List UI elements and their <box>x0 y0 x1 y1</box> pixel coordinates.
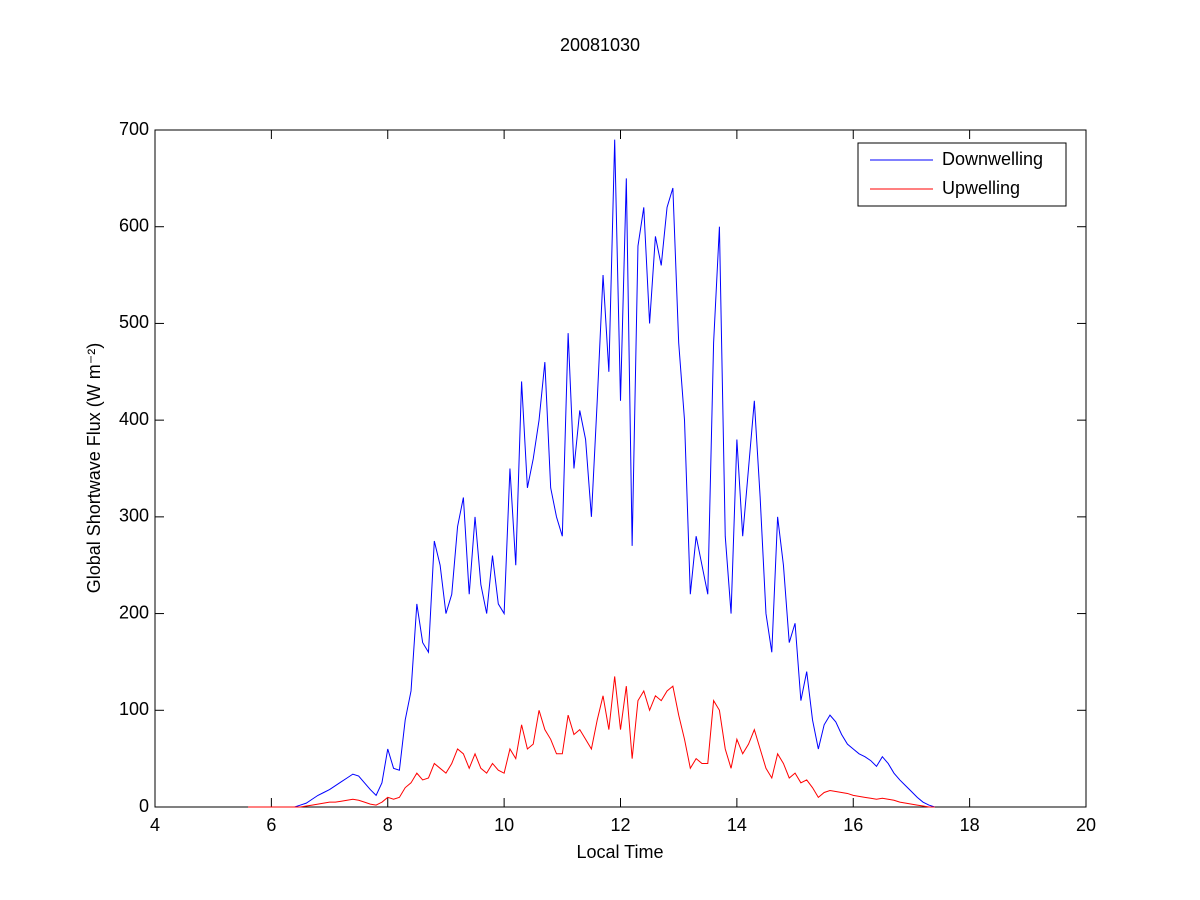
y-tick-label: 100 <box>119 699 149 719</box>
x-tick-label: 20 <box>1076 815 1096 835</box>
y-tick-label: 200 <box>119 602 149 622</box>
legend-label: Downwelling <box>942 149 1043 169</box>
y-tick-label: 0 <box>139 796 149 816</box>
data-line <box>248 676 935 808</box>
y-tick-label: 500 <box>119 312 149 332</box>
data-line <box>248 139 935 808</box>
legend-box <box>857 142 1067 207</box>
x-tick-label: 8 <box>383 815 393 835</box>
x-tick-label: 12 <box>610 815 630 835</box>
legend-label: Upwelling <box>942 178 1020 198</box>
y-tick-label: 400 <box>119 409 149 429</box>
x-tick-label: 18 <box>960 815 980 835</box>
x-tick-label: 4 <box>150 815 160 835</box>
y-tick-label: 300 <box>119 506 149 526</box>
y-axis-label: Global Shortwave Flux (W m⁻²) <box>84 343 104 594</box>
x-tick-label: 6 <box>266 815 276 835</box>
x-tick-label: 10 <box>494 815 514 835</box>
chart-title: 20081030 <box>560 35 640 55</box>
y-tick-label: 600 <box>119 215 149 235</box>
x-tick-label: 16 <box>843 815 863 835</box>
x-axis-label: Local Time <box>576 842 663 862</box>
x-tick-label: 14 <box>727 815 747 835</box>
y-tick-label: 700 <box>119 119 149 139</box>
